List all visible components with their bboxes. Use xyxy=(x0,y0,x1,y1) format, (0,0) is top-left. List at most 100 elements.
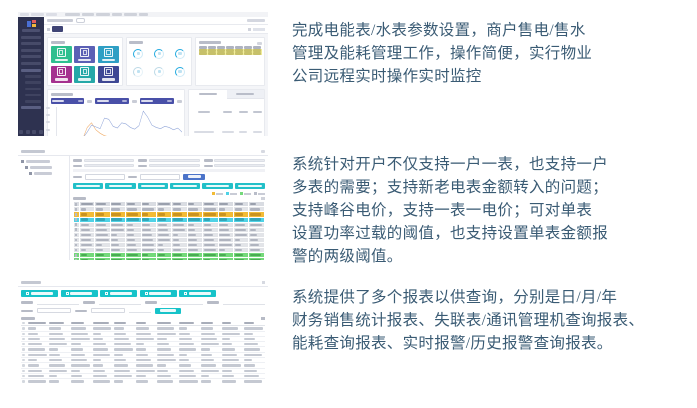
tree-node-root[interactable] xyxy=(21,160,66,163)
search-input-2[interactable] xyxy=(140,173,180,180)
table-row[interactable] xyxy=(73,216,265,223)
filter-field-6[interactable] xyxy=(203,164,265,168)
gauge-4[interactable] xyxy=(129,64,148,79)
tab-ranking-1[interactable] xyxy=(189,90,227,99)
filter-input[interactable] xyxy=(83,159,135,163)
filter-field-1[interactable] xyxy=(73,159,135,163)
action-button-3[interactable] xyxy=(137,182,168,190)
gauge-2[interactable] xyxy=(150,46,169,61)
browser-bookmark[interactable] xyxy=(139,13,148,16)
table-row[interactable] xyxy=(198,52,262,55)
sidebar-subitem-5[interactable] xyxy=(25,99,41,103)
tile-4[interactable] xyxy=(50,65,72,83)
checkbox[interactable] xyxy=(74,223,78,226)
tab-options[interactable] xyxy=(253,27,265,31)
browser-bookmark[interactable] xyxy=(96,13,110,16)
col-header[interactable] xyxy=(200,321,222,327)
sidebar-item-1[interactable] xyxy=(21,35,41,39)
more-link[interactable] xyxy=(256,42,262,45)
table-row[interactable] xyxy=(21,357,265,364)
gauge-6[interactable] xyxy=(170,64,189,79)
table-row[interactable] xyxy=(73,242,265,249)
browser-bookmark[interactable] xyxy=(82,13,94,16)
report-button-3[interactable] xyxy=(100,290,137,297)
table-row[interactable] xyxy=(73,226,265,233)
tree-node-child-1[interactable] xyxy=(25,166,66,169)
gauge-5[interactable] xyxy=(150,64,169,79)
filter-field-4[interactable] xyxy=(73,164,135,168)
chart-filter-3[interactable] xyxy=(139,98,174,104)
column-settings-icon[interactable] xyxy=(261,196,265,200)
col-header[interactable] xyxy=(221,321,244,327)
checkbox[interactable] xyxy=(74,238,78,242)
header-user-area[interactable] xyxy=(247,19,265,22)
table-row[interactable] xyxy=(73,206,265,213)
table-row[interactable] xyxy=(21,341,265,348)
sidebar-subitem-1[interactable] xyxy=(25,75,41,78)
browser-tab[interactable] xyxy=(20,13,29,16)
message-icon[interactable] xyxy=(25,130,30,134)
tree-node-child-2[interactable] xyxy=(29,172,66,175)
filter-input[interactable] xyxy=(148,164,200,168)
sidebar-item-2[interactable] xyxy=(21,42,41,46)
report-button-4[interactable] xyxy=(139,290,177,297)
filter-select-1[interactable] xyxy=(37,300,79,305)
tile-2[interactable] xyxy=(74,46,96,63)
user-icon[interactable] xyxy=(32,130,37,134)
header-action[interactable] xyxy=(261,150,265,153)
checkbox[interactable] xyxy=(74,259,78,260)
date-input-from[interactable] xyxy=(37,308,71,314)
chart-filter-1[interactable] xyxy=(50,98,85,104)
table-row[interactable] xyxy=(189,119,264,136)
filter-input[interactable] xyxy=(214,159,265,163)
checkbox[interactable] xyxy=(74,248,78,252)
table-row[interactable] xyxy=(21,346,265,353)
search-button[interactable] xyxy=(183,173,205,180)
filter-input[interactable] xyxy=(148,159,200,163)
report-button-5[interactable] xyxy=(179,290,216,297)
checkbox[interactable] xyxy=(74,228,78,232)
filter-field-5[interactable] xyxy=(138,164,200,168)
search-input-1[interactable] xyxy=(85,173,125,180)
col-header[interactable] xyxy=(113,321,136,327)
gauge-3[interactable] xyxy=(170,46,189,61)
sidebar-item-5[interactable] xyxy=(21,61,41,65)
table-row[interactable] xyxy=(21,325,265,332)
filter-input[interactable] xyxy=(214,164,265,168)
gauge-1[interactable] xyxy=(129,46,148,61)
col-header[interactable] xyxy=(92,321,114,327)
checkbox[interactable] xyxy=(74,213,78,216)
checkbox[interactable] xyxy=(74,243,78,247)
table-row[interactable] xyxy=(73,257,265,260)
home-tab-icon[interactable] xyxy=(47,27,50,31)
filter-select-3[interactable] xyxy=(161,300,203,305)
action-button-4[interactable] xyxy=(169,182,201,190)
col-header[interactable] xyxy=(178,321,201,327)
refresh-button[interactable] xyxy=(76,17,85,24)
browser-bookmark[interactable] xyxy=(112,13,122,16)
table-row[interactable] xyxy=(198,49,262,52)
col-header[interactable] xyxy=(48,321,71,327)
col-header[interactable] xyxy=(135,321,157,327)
browser-bookmark[interactable] xyxy=(65,13,80,16)
column-settings-icon[interactable] xyxy=(261,316,265,320)
sidebar-group-header[interactable] xyxy=(21,68,41,72)
checkbox[interactable] xyxy=(74,218,78,221)
table-row[interactable] xyxy=(21,373,265,380)
tab-active[interactable] xyxy=(52,26,63,32)
sidebar-subitem-3[interactable] xyxy=(25,87,41,91)
action-button-1[interactable] xyxy=(73,182,104,190)
table-row[interactable] xyxy=(21,352,265,359)
filter-field-3[interactable] xyxy=(203,159,265,163)
action-button-5[interactable] xyxy=(202,182,233,190)
query-button[interactable] xyxy=(155,307,181,314)
chevron-left-icon[interactable] xyxy=(248,27,251,31)
tile-1[interactable] xyxy=(50,46,72,63)
browser-bookmark[interactable] xyxy=(124,13,137,16)
table-row[interactable] xyxy=(21,378,265,384)
tile-5[interactable] xyxy=(74,65,96,83)
browser-tab[interactable] xyxy=(46,13,57,16)
table-row[interactable] xyxy=(21,368,265,374)
chart-filter-2[interactable] xyxy=(95,98,129,104)
col-header[interactable] xyxy=(27,321,49,327)
